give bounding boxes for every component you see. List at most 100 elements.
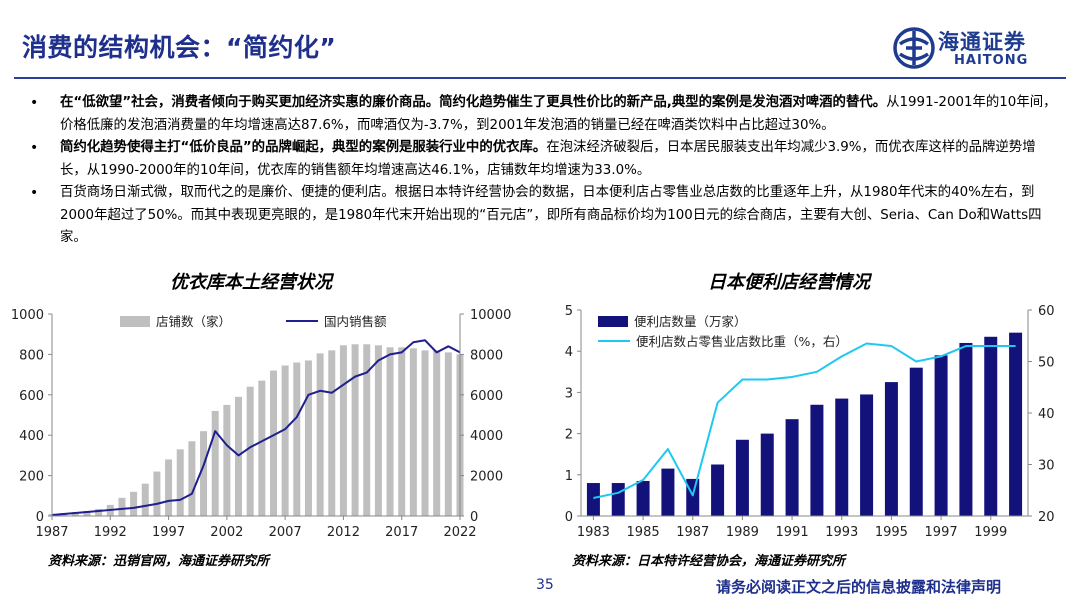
bar bbox=[165, 459, 173, 516]
bar bbox=[211, 410, 219, 516]
bar bbox=[188, 441, 196, 516]
convenience-store-chart: 0 1 2 3 4 5 20 30 40 50 60 1983 1985 1987 1989 1991 1993… bbox=[565, 304, 1055, 540]
series-line bbox=[51, 339, 461, 516]
bullet-item: 在“低欲望”社会，消费者倾向于购买更加经济实惠的廉价商品。简约化趋势催生了更具性… bbox=[30, 92, 1060, 137]
bar bbox=[153, 471, 161, 516]
haitong-emblem-icon bbox=[893, 27, 935, 69]
x-tick-label: 1983 bbox=[577, 525, 610, 540]
bar bbox=[444, 352, 452, 516]
x-tick-label: 1995 bbox=[875, 525, 908, 540]
x-tick-label: 2007 bbox=[269, 525, 302, 540]
bar bbox=[269, 370, 277, 516]
legend-label-bar: 店铺数（家） bbox=[156, 314, 231, 329]
bar bbox=[363, 344, 371, 516]
legend-swatch-bar bbox=[598, 316, 628, 327]
y-tick-label-left: 800 bbox=[19, 348, 44, 363]
logo-text-en: HAITONG bbox=[954, 53, 1029, 68]
bar bbox=[176, 449, 184, 516]
bar bbox=[339, 345, 347, 516]
bar bbox=[141, 483, 149, 516]
x-tick-label: 2002 bbox=[210, 525, 243, 540]
x-tick-label: 1993 bbox=[825, 525, 858, 540]
legend-label-bar: 便利店数量（万家） bbox=[634, 314, 747, 329]
y-tick-label-left: 400 bbox=[19, 429, 44, 444]
bullet-body: 从1991-2001年的10年间，价格低廉的发泡酒消费量的年均增速高达87.6%… bbox=[60, 95, 1057, 133]
x-tick-label: 2017 bbox=[385, 525, 418, 540]
bar bbox=[118, 497, 126, 516]
bar bbox=[374, 345, 382, 516]
x-tick-label: 2012 bbox=[327, 525, 360, 540]
bullet-list: 在“低欲望”社会，消费者倾向于购买更加经济实惠的廉价商品。简约化趋势催生了更具性… bbox=[30, 92, 1060, 250]
bar bbox=[586, 483, 600, 516]
bullet-lead: 在“低欲望”社会，消费者倾向于购买更加经济实惠的廉价商品。简约化趋势催生了更具性… bbox=[60, 95, 887, 110]
bar bbox=[636, 480, 650, 516]
y-tick-label-left: 3 bbox=[565, 386, 573, 401]
x-tick-label: 1989 bbox=[726, 525, 759, 540]
y-tick-label-left: 5 bbox=[565, 304, 573, 319]
y-tick-label-right: 20 bbox=[1038, 510, 1055, 525]
bar bbox=[304, 360, 312, 516]
bar bbox=[223, 404, 231, 516]
bar bbox=[835, 398, 849, 516]
y-tick-label-right: 50 bbox=[1038, 356, 1055, 371]
y-tick-label-right: 40 bbox=[1038, 407, 1055, 422]
y-tick-label-left: 1000 bbox=[11, 308, 44, 323]
y-tick-label-left: 600 bbox=[19, 389, 44, 404]
y-tick-label-left: 0 bbox=[36, 510, 44, 525]
bar bbox=[735, 439, 749, 516]
page-number: 35 bbox=[536, 577, 554, 593]
y-tick-label-left: 200 bbox=[19, 470, 44, 485]
bar bbox=[386, 347, 394, 516]
bar bbox=[611, 483, 625, 516]
bar bbox=[316, 353, 324, 516]
x-tick-label: 1997 bbox=[152, 525, 185, 540]
chart-title-uniqlo: 优衣库本土经营状况 bbox=[170, 272, 332, 293]
bar bbox=[258, 380, 266, 516]
bar bbox=[83, 510, 91, 516]
bar bbox=[398, 347, 406, 516]
y-tick-label-right: 0 bbox=[470, 510, 478, 525]
bar bbox=[686, 478, 700, 516]
bullet-lead: 简约化趋势使得主打“低价良品”的品牌崛起，典型的案例是服装行业中的优衣库。 bbox=[60, 140, 547, 155]
x-tick-label: 2022 bbox=[443, 525, 476, 540]
bar bbox=[293, 362, 301, 516]
bar bbox=[909, 367, 923, 516]
x-tick-label: 1987 bbox=[676, 525, 709, 540]
bar bbox=[711, 464, 725, 516]
legal-disclaimer-link[interactable]: 请务必阅读正文之后的信息披露和法律声明 bbox=[716, 578, 1002, 596]
x-tick-label: 1991 bbox=[776, 525, 809, 540]
bar bbox=[433, 350, 441, 516]
y-tick-label-left: 0 bbox=[565, 510, 573, 525]
legend-label-line: 国内销售额 bbox=[324, 314, 387, 329]
bar bbox=[661, 468, 675, 516]
bar bbox=[328, 350, 336, 516]
bar bbox=[95, 508, 103, 516]
y-tick-label-right: 2000 bbox=[470, 470, 503, 485]
series-line bbox=[593, 342, 1016, 499]
chart-source-uniqlo: 资料来源：迅销官网，海通证券研究所 bbox=[48, 554, 270, 569]
x-tick-label: 1999 bbox=[974, 525, 1007, 540]
y-tick-label-right: 8000 bbox=[470, 348, 503, 363]
bar bbox=[934, 355, 948, 516]
bar bbox=[351, 344, 359, 516]
bar bbox=[71, 511, 79, 516]
bar bbox=[130, 491, 138, 516]
x-tick-label: 1985 bbox=[627, 525, 660, 540]
bar bbox=[1009, 332, 1023, 516]
header-rule bbox=[14, 77, 1066, 79]
y-tick-label-left: 2 bbox=[565, 428, 573, 443]
y-tick-label-right: 60 bbox=[1038, 304, 1055, 319]
chart-title-convenience: 日本便利店经营情况 bbox=[708, 272, 870, 293]
uniqlo-chart: 0200400600800100002000400060008000100001… bbox=[11, 308, 511, 540]
bar bbox=[281, 365, 289, 516]
logo-text-cn: 海通证券 bbox=[938, 30, 1026, 54]
x-tick-label: 1997 bbox=[925, 525, 958, 540]
bar bbox=[810, 404, 824, 516]
bar bbox=[246, 386, 254, 516]
x-tick-label: 1987 bbox=[35, 525, 68, 540]
bullet-body: 百货商场日渐式微，取而代之的是廉价、便捷的便利店。根据日本特许经营协会的数据，日… bbox=[60, 185, 1042, 245]
legend-label-line: 便利店数占零售业店数比重（%，右） bbox=[636, 334, 848, 349]
bar bbox=[860, 394, 874, 516]
chart-source-convenience: 资料来源：日本特许经营协会，海通证券研究所 bbox=[572, 554, 846, 569]
bar bbox=[785, 419, 799, 516]
